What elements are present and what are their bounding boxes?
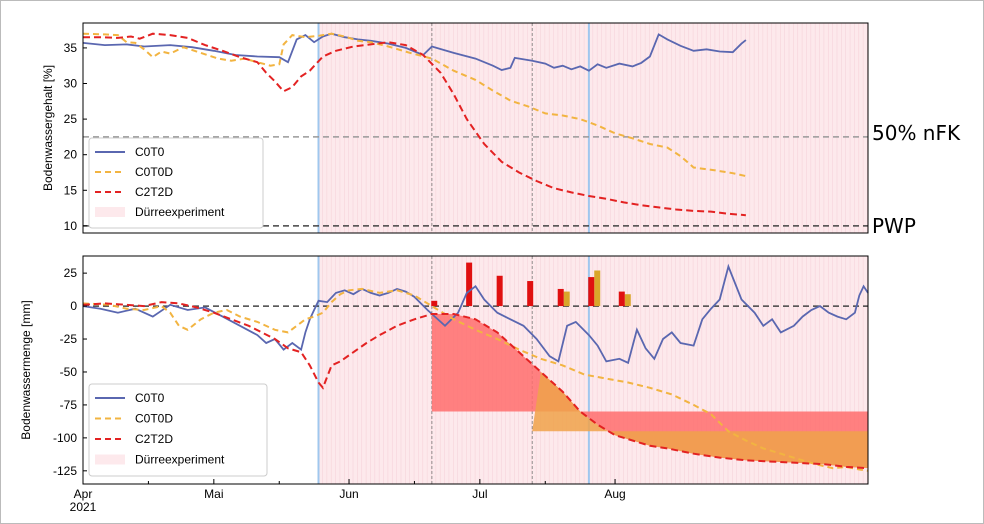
series-line-C0T0: [82, 263, 869, 365]
legend-swatch-drought: [95, 454, 125, 465]
bar-C2T2D: [466, 262, 473, 307]
series-line-C2T2D: [82, 301, 869, 470]
y-tick-label: 20: [64, 148, 78, 162]
series-line-C2T2D: [83, 32, 746, 217]
x-tick-label: Aug: [604, 487, 625, 501]
deficit-region: [532, 371, 868, 469]
legend-label: C2T2D: [135, 185, 173, 199]
legend-label: Dürreexperiment: [135, 453, 225, 467]
y-tick-label: -25: [60, 332, 78, 346]
y-tick-label: -50: [60, 365, 78, 379]
bar-C0T0D: [624, 294, 631, 307]
panel-frame: [82, 255, 869, 485]
deficit-region: [431, 313, 868, 469]
y-axis-label: Bodenwassermenge [mm]: [19, 300, 33, 439]
legend-label: C2T2D: [135, 432, 173, 446]
bar-C2T2D: [588, 277, 595, 307]
bar-C2T2D: [557, 288, 564, 307]
legend-label: C0T0: [135, 145, 165, 159]
bar-C2T2D: [618, 291, 625, 307]
legend-label: C0T0D: [135, 165, 173, 179]
bar-C2T2D: [431, 300, 438, 307]
reference-label-pwp: PWP: [872, 214, 916, 238]
x-tick-label: Mai: [204, 487, 223, 501]
series-line-C0T0D: [82, 32, 747, 178]
legend-label: C0T0D: [135, 412, 173, 426]
panel-frame: [82, 22, 869, 234]
panel-soil-water-amount: 25 0 -25 -50 -75 -100 -125 Bodenwassermenge [m…: [19, 255, 869, 514]
series-line-C0T0: [82, 32, 747, 72]
y-tick-label: 35: [64, 41, 78, 55]
y-tick-label: 10: [64, 219, 78, 233]
y-tick-label: -75: [60, 398, 78, 412]
x-tick-label: Jun: [339, 487, 358, 501]
y-tick-label: 30: [64, 77, 78, 91]
legend-box: [88, 383, 268, 477]
bar-C0T0D: [594, 270, 601, 307]
y-tick-label: 15: [64, 183, 78, 197]
reference-label-50-nfk: 50% nFK: [872, 121, 961, 145]
y-tick-label: 25: [64, 112, 78, 126]
y-tick-label: -100: [53, 431, 77, 445]
series-line-C0T0D: [82, 287, 869, 472]
legend-label: Dürreexperiment: [135, 205, 225, 219]
legend: C0T0 C0T0D C2T2D Dürreexperiment: [88, 137, 264, 229]
legend-swatch-drought: [95, 207, 125, 217]
legend: C0T0 C0T0D C2T2D Dürreexperiment: [88, 383, 268, 477]
y-tick-label: -125: [53, 464, 77, 478]
drought-experiment-band: [318, 23, 868, 233]
x-tick-label: Apr: [74, 487, 93, 501]
y-tick-label: 25: [64, 266, 78, 280]
x-axis-year-label: 2021: [70, 500, 97, 514]
legend-box: [88, 137, 264, 229]
bar-C2T2D: [527, 281, 534, 307]
bar-C0T0D: [563, 291, 570, 307]
bar-C2T2D: [496, 275, 503, 307]
legend-label: C0T0: [135, 391, 165, 405]
y-tick-label: 0: [70, 299, 77, 313]
y-axis-label: Bodenwassergehalt [%]: [41, 65, 55, 191]
x-tick-label: Jul: [472, 487, 487, 501]
